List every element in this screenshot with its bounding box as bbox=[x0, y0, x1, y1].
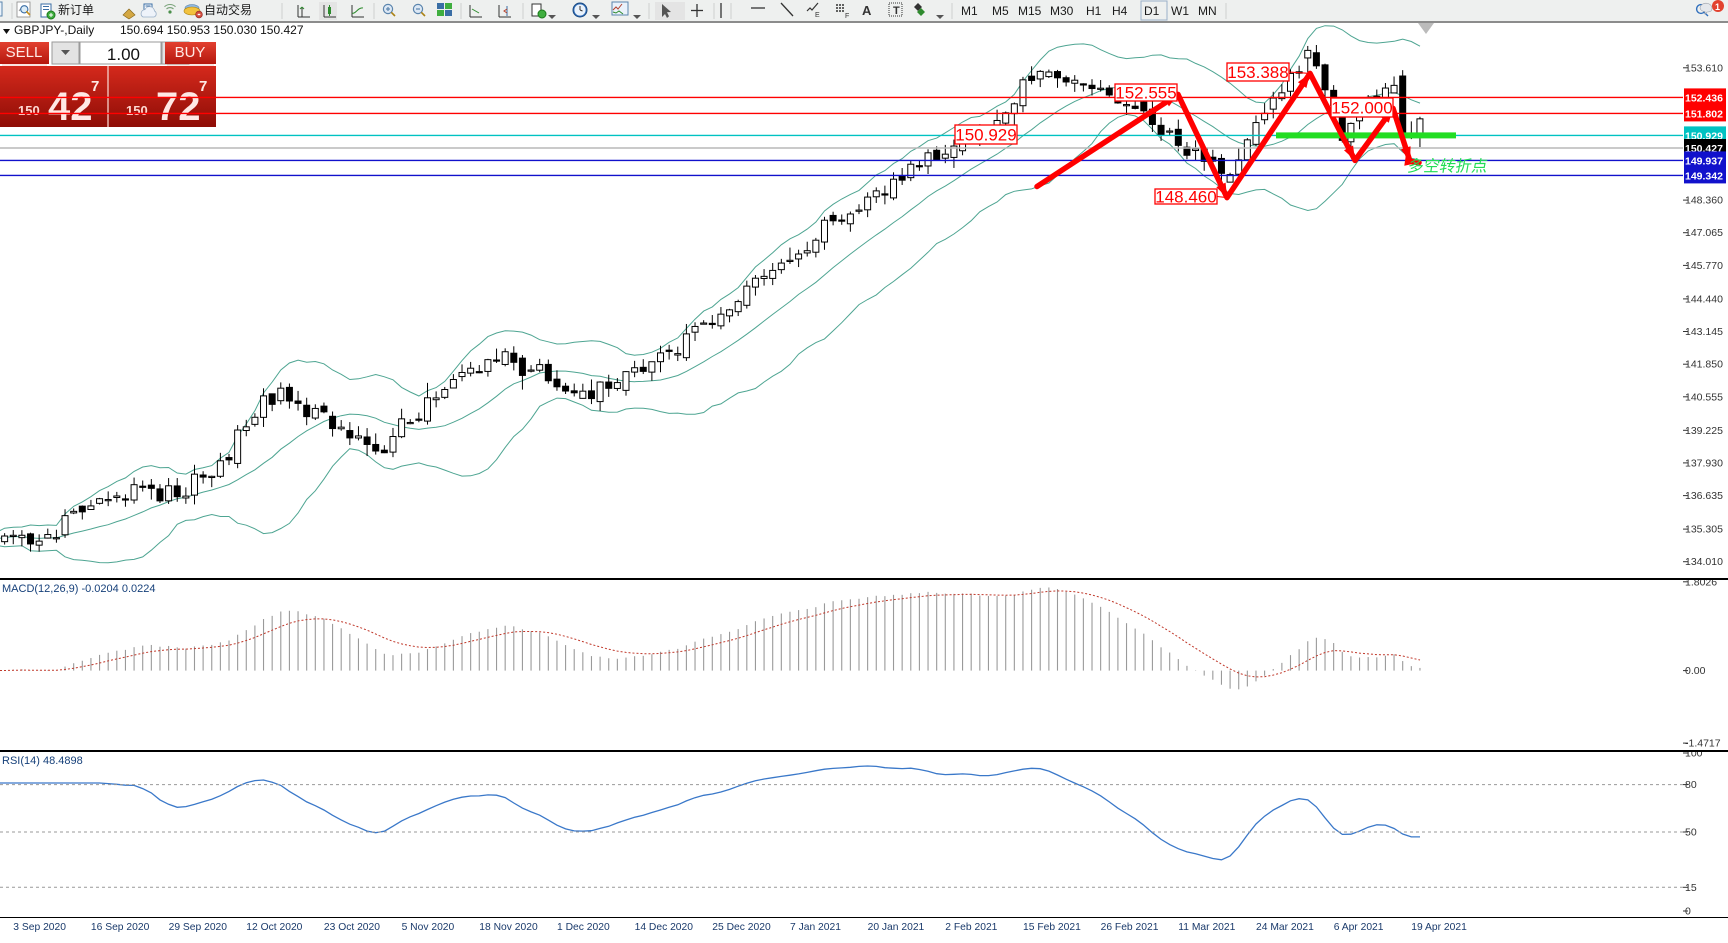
svg-text:150.694 150.953 150.030 150.42: 150.694 150.953 150.030 150.427 bbox=[120, 23, 304, 37]
svg-text:139.225: 139.225 bbox=[1685, 425, 1723, 437]
svg-text:12 Oct 2020: 12 Oct 2020 bbox=[246, 922, 302, 933]
svg-text:M1: M1 bbox=[961, 4, 978, 18]
svg-text:23 Oct 2020: 23 Oct 2020 bbox=[324, 922, 380, 933]
svg-text:1 Dec 2020: 1 Dec 2020 bbox=[557, 922, 610, 933]
svg-text:100: 100 bbox=[1685, 752, 1703, 760]
svg-text:152.555: 152.555 bbox=[1115, 84, 1176, 103]
svg-text:BUY: BUY bbox=[175, 44, 206, 61]
svg-text:144.440: 144.440 bbox=[1685, 293, 1723, 305]
svg-text:7: 7 bbox=[91, 78, 99, 95]
svg-text:11 Mar 2021: 11 Mar 2021 bbox=[1178, 922, 1235, 933]
svg-text:149.937: 149.937 bbox=[1685, 155, 1723, 167]
svg-text:W1: W1 bbox=[1171, 4, 1189, 18]
svg-text:50: 50 bbox=[1685, 827, 1697, 839]
svg-text:1.00: 1.00 bbox=[107, 45, 140, 64]
svg-text:137.930: 137.930 bbox=[1685, 457, 1723, 469]
svg-text:20 Jan 2021: 20 Jan 2021 bbox=[868, 922, 925, 933]
svg-text:5 Nov 2020: 5 Nov 2020 bbox=[402, 922, 455, 933]
svg-text:0.00: 0.00 bbox=[1685, 665, 1706, 677]
svg-text:16 Sep 2020: 16 Sep 2020 bbox=[91, 922, 150, 933]
svg-text:D1: D1 bbox=[1144, 4, 1160, 18]
svg-text:145.770: 145.770 bbox=[1685, 260, 1723, 272]
svg-text:MN: MN bbox=[1198, 4, 1217, 18]
svg-text:F: F bbox=[845, 13, 849, 20]
svg-text:150: 150 bbox=[18, 103, 40, 118]
svg-text:151.802: 151.802 bbox=[1685, 108, 1723, 120]
svg-text:H1: H1 bbox=[1086, 4, 1102, 18]
svg-text:80: 80 bbox=[1685, 779, 1697, 791]
svg-text:A: A bbox=[862, 3, 872, 18]
svg-text:150.929: 150.929 bbox=[955, 126, 1016, 145]
svg-text:24 Mar 2021: 24 Mar 2021 bbox=[1256, 922, 1314, 933]
svg-text:M15: M15 bbox=[1018, 4, 1042, 18]
svg-text:3 Sep 2020: 3 Sep 2020 bbox=[13, 922, 66, 933]
svg-text:134.010: 134.010 bbox=[1685, 556, 1723, 568]
svg-text:1.8026: 1.8026 bbox=[1685, 580, 1717, 588]
svg-text:GBPJPY-,Daily: GBPJPY-,Daily bbox=[14, 23, 94, 37]
svg-text:RSI(14) 48.4898: RSI(14) 48.4898 bbox=[2, 755, 83, 767]
svg-text:25 Dec 2020: 25 Dec 2020 bbox=[712, 922, 771, 933]
svg-text:18 Nov 2020: 18 Nov 2020 bbox=[479, 922, 538, 933]
svg-text:SELL: SELL bbox=[6, 44, 43, 61]
svg-text:多空转折点: 多空转折点 bbox=[1406, 158, 1489, 176]
svg-text:135.305: 135.305 bbox=[1685, 524, 1723, 536]
svg-text:153.388: 153.388 bbox=[1227, 63, 1288, 82]
svg-text:19 Apr 2021: 19 Apr 2021 bbox=[1411, 922, 1467, 933]
svg-text:新订单: 新订单 bbox=[58, 2, 94, 17]
svg-text:29 Sep 2020: 29 Sep 2020 bbox=[169, 922, 228, 933]
svg-text:-1.4717: -1.4717 bbox=[1685, 738, 1721, 750]
svg-text:E: E bbox=[815, 12, 820, 19]
svg-text:自动交易: 自动交易 bbox=[204, 2, 252, 17]
svg-text:140.555: 140.555 bbox=[1685, 391, 1723, 403]
svg-text:0: 0 bbox=[1685, 906, 1691, 918]
svg-text:14 Dec 2020: 14 Dec 2020 bbox=[635, 922, 694, 933]
svg-text:M30: M30 bbox=[1050, 4, 1074, 18]
svg-text:148.460: 148.460 bbox=[1155, 188, 1216, 207]
svg-text:2 Feb 2021: 2 Feb 2021 bbox=[945, 922, 997, 933]
svg-text:M5: M5 bbox=[992, 4, 1009, 18]
svg-text:H4: H4 bbox=[1112, 4, 1128, 18]
svg-text:149.342: 149.342 bbox=[1685, 170, 1723, 182]
svg-text:150: 150 bbox=[126, 103, 148, 118]
svg-text:152.000: 152.000 bbox=[1331, 99, 1392, 118]
svg-text:143.145: 143.145 bbox=[1685, 326, 1723, 338]
svg-text:148.360: 148.360 bbox=[1685, 195, 1723, 207]
svg-text:7 Jan 2021: 7 Jan 2021 bbox=[790, 922, 841, 933]
svg-text:T: T bbox=[893, 5, 900, 17]
svg-text:15: 15 bbox=[1685, 882, 1697, 894]
svg-text:MACD(12,26,9) -0.0204 0.0224: MACD(12,26,9) -0.0204 0.0224 bbox=[2, 583, 155, 595]
svg-text:152.436: 152.436 bbox=[1685, 92, 1723, 104]
svg-text:147.065: 147.065 bbox=[1685, 227, 1723, 239]
svg-text:7: 7 bbox=[199, 78, 207, 95]
svg-text:1: 1 bbox=[1715, 2, 1720, 12]
svg-text:153.610: 153.610 bbox=[1685, 62, 1723, 74]
svg-text:72: 72 bbox=[156, 85, 201, 129]
svg-text:42: 42 bbox=[48, 85, 93, 129]
svg-text:136.635: 136.635 bbox=[1685, 490, 1723, 502]
svg-text:26 Feb 2021: 26 Feb 2021 bbox=[1101, 922, 1159, 933]
svg-text:6 Apr 2021: 6 Apr 2021 bbox=[1334, 922, 1384, 933]
svg-text:141.850: 141.850 bbox=[1685, 359, 1723, 371]
svg-text:15 Feb 2021: 15 Feb 2021 bbox=[1023, 922, 1081, 933]
